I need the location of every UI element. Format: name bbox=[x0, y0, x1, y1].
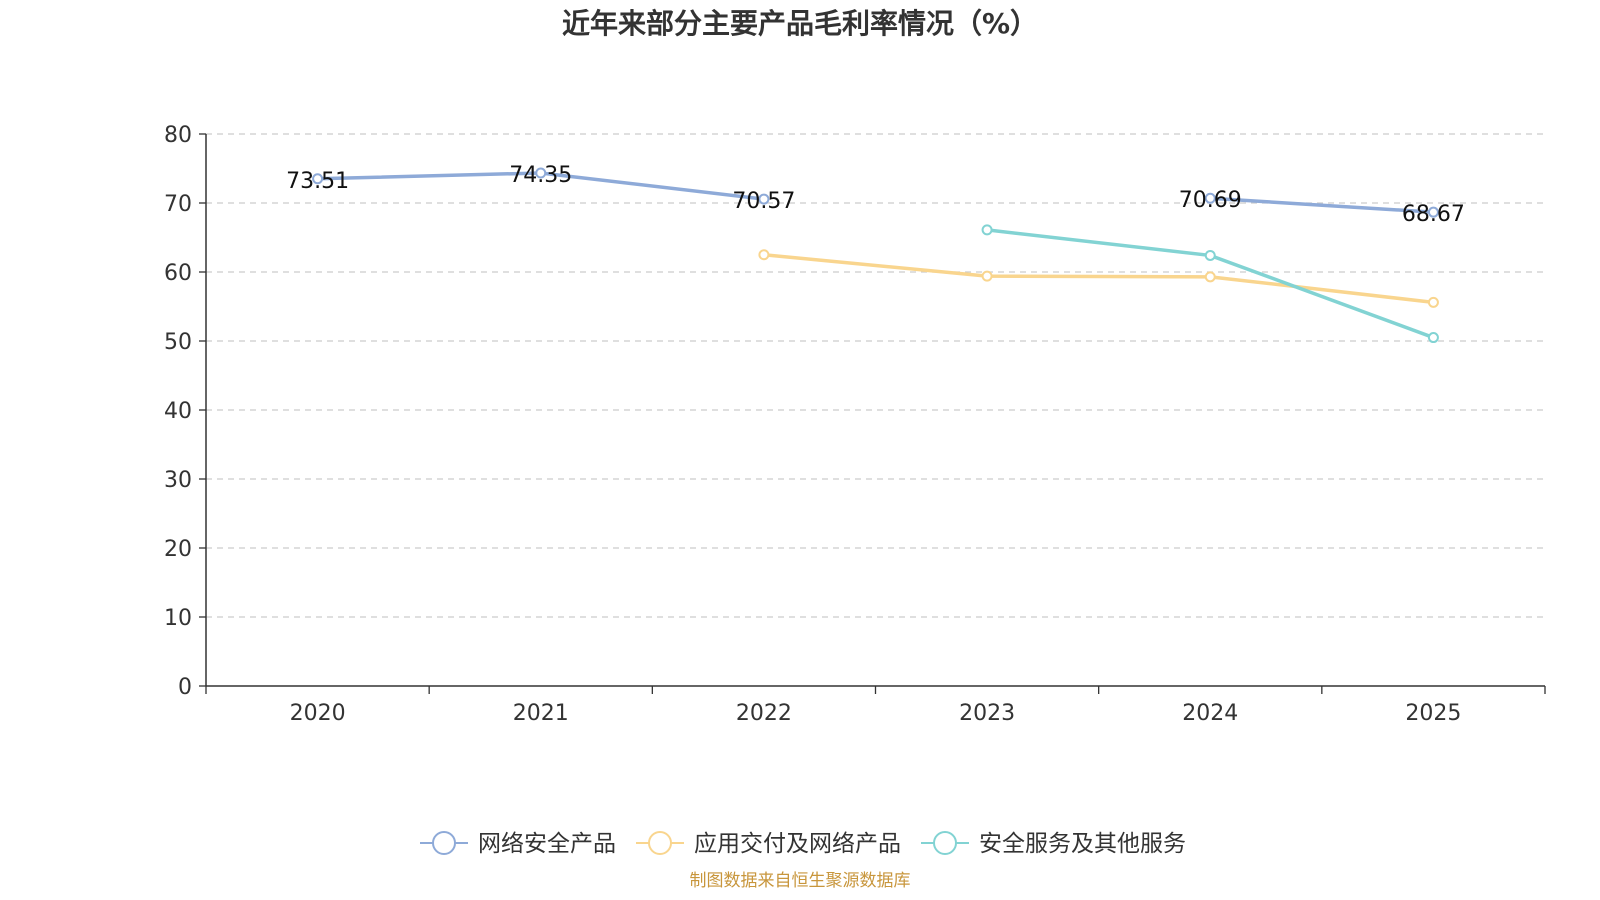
data-label: 70.69 bbox=[1179, 188, 1242, 213]
data-label: 73.51 bbox=[286, 169, 349, 194]
legend-label: 安全服务及其他服务 bbox=[979, 831, 1186, 857]
data-point bbox=[758, 249, 770, 261]
series-line bbox=[763, 253, 1434, 305]
legend-item-2[interactable]: 应用交付及网络产品 bbox=[636, 831, 901, 857]
legend-circle-icon bbox=[648, 831, 672, 855]
x-tick-label: 2023 bbox=[959, 701, 1015, 726]
series-group bbox=[312, 167, 1439, 344]
series-3 bbox=[981, 224, 1439, 344]
chart-title: 近年来部分主要产品毛利率情况（%） bbox=[562, 7, 1038, 40]
source-note: 制图数据来自恒生聚源数据库 bbox=[690, 871, 911, 891]
x-tick-label: 2020 bbox=[290, 701, 346, 726]
grid-lines bbox=[206, 133, 1545, 618]
data-point bbox=[758, 193, 770, 205]
data-point bbox=[1427, 206, 1439, 218]
legend-label: 应用交付及网络产品 bbox=[694, 831, 901, 857]
x-tick-label: 2024 bbox=[1182, 701, 1238, 726]
data-point bbox=[1427, 332, 1439, 344]
legend-label: 网络安全产品 bbox=[478, 831, 616, 857]
data-label: 74.35 bbox=[509, 163, 572, 188]
series-line bbox=[1210, 196, 1434, 214]
legend-circle-icon bbox=[933, 831, 957, 855]
y-tick-label: 0 bbox=[178, 675, 192, 700]
legend-circle-icon bbox=[432, 831, 456, 855]
axes: 0 10 20 30 40 50 60 70 80 2020 2021 2022 2023 2024 202… bbox=[164, 123, 1546, 726]
legend-item-3[interactable]: 安全服务及其他服务 bbox=[921, 831, 1186, 857]
data-point bbox=[981, 224, 993, 236]
x-tick-label: 2025 bbox=[1405, 701, 1461, 726]
series-1 bbox=[312, 167, 1439, 218]
y-tick-label: 40 bbox=[164, 399, 192, 424]
data-point bbox=[312, 173, 324, 185]
data-point bbox=[535, 167, 547, 179]
y-tick-label: 50 bbox=[164, 330, 192, 355]
data-point bbox=[1204, 192, 1216, 204]
data-label: 68.67 bbox=[1402, 202, 1465, 227]
x-tick-label: 2022 bbox=[736, 701, 792, 726]
legend-item-1[interactable]: 网络安全产品 bbox=[420, 831, 616, 857]
y-tick-label: 80 bbox=[164, 123, 192, 148]
y-tick-label: 70 bbox=[164, 192, 192, 217]
legend: 网络安全产品 应用交付及网络产品 安全服务及其他服务 bbox=[420, 831, 1186, 857]
data-label: 70.57 bbox=[732, 189, 795, 214]
y-tick-label: 20 bbox=[164, 537, 192, 562]
y-tick-label: 10 bbox=[164, 606, 192, 631]
series-2 bbox=[758, 249, 1439, 308]
data-point bbox=[1204, 271, 1216, 283]
data-labels: 73.51 74.35 70.57 70.69 68.67 bbox=[286, 163, 1465, 227]
data-point bbox=[1204, 249, 1216, 261]
y-tick-label: 60 bbox=[164, 261, 192, 286]
y-tick-label: 30 bbox=[164, 468, 192, 493]
x-tick-label: 2021 bbox=[513, 701, 569, 726]
series-line bbox=[986, 228, 1435, 340]
data-point bbox=[981, 270, 993, 282]
data-point bbox=[1427, 296, 1439, 308]
